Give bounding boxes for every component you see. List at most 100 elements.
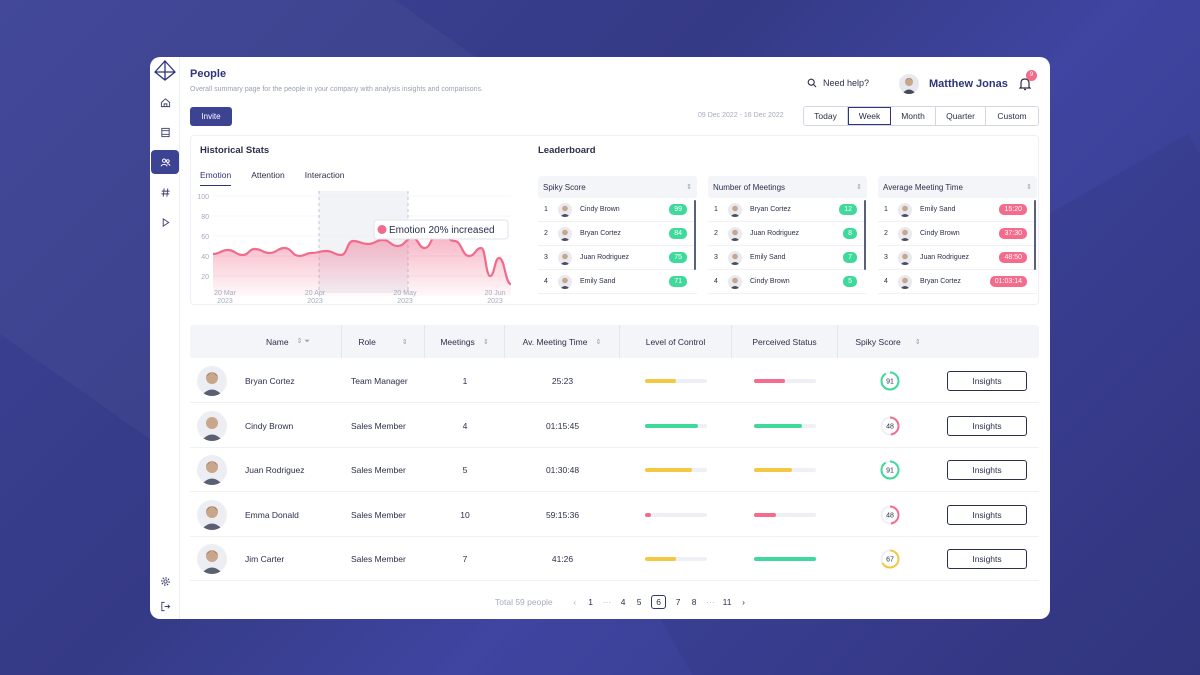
search-icon — [807, 78, 817, 88]
nav-logout[interactable] — [150, 594, 180, 618]
nav-settings[interactable] — [150, 569, 180, 593]
leaderboard-row[interactable]: 1 Emily Sand 15:20 — [878, 198, 1037, 222]
sort-icon: ⇕ ⏷ — [296, 338, 311, 345]
ellipsis[interactable]: ··· — [706, 597, 715, 607]
table-row[interactable]: Bryan Cortez Team Manager 1 25:23 91 Insights — [190, 359, 1039, 403]
home-icon — [160, 97, 170, 107]
page-4[interactable]: 4 — [620, 597, 626, 607]
period-quarter[interactable]: Quarter — [936, 107, 986, 125]
bar-fill — [645, 557, 676, 561]
nav-home[interactable] — [150, 90, 180, 114]
leaderboard-column: Number of Meetings ⇕ 1 Bryan Cortez 12 2 Juan … — [708, 176, 867, 298]
leaderboard-column-header[interactable]: Spiky Score ⇕ — [538, 176, 697, 198]
table-row[interactable]: Emma Donald Sales Member 10 59:15:36 48 Insig… — [190, 493, 1039, 537]
leaderboard-row[interactable]: 3 Emily Sand 7 — [708, 246, 867, 270]
leaderboard-rank: 1 — [544, 206, 548, 213]
header-spiky[interactable]: Spiky Score ⇕ — [838, 325, 938, 358]
perceived-status-bar — [754, 379, 816, 383]
bar-fill — [645, 423, 698, 428]
header-role[interactable]: Role ⇕ — [342, 325, 425, 358]
y-tick-label: 100 — [197, 194, 209, 201]
nav-play[interactable] — [150, 210, 180, 234]
header-name[interactable]: Name ⇕ ⏷ — [235, 325, 342, 358]
header-avg-time[interactable]: Av. Meeting Time ⇕ — [505, 325, 620, 358]
leaderboard-column-header[interactable]: Average Meeting Time ⇕ — [878, 176, 1037, 198]
tab-attention[interactable]: Attention — [251, 170, 285, 180]
nav-media[interactable] — [150, 120, 180, 144]
header-control[interactable]: Level of Control — [620, 325, 732, 358]
film-icon — [160, 127, 170, 137]
level-of-control-bar — [645, 512, 707, 517]
bar-fill — [754, 512, 777, 517]
leaderboard-row[interactable]: 4 Bryan Cortez 01:03:14 — [878, 270, 1037, 294]
next-page[interactable]: › — [742, 597, 745, 607]
stats-panel: Historical Stats Leaderboard Emotion Att… — [190, 135, 1039, 305]
scrollbar[interactable] — [864, 200, 866, 270]
leaderboard-row[interactable]: 2 Bryan Cortez 84 — [538, 222, 697, 246]
sort-icon: ⇕ — [914, 338, 921, 346]
insights-button[interactable]: Insights — [947, 549, 1027, 569]
nav-channels[interactable] — [150, 180, 180, 204]
leaderboard-row[interactable]: 4 Cindy Brown 5 — [708, 270, 867, 294]
chart-tooltip: Emotion 20% increased — [373, 219, 509, 240]
insights-button[interactable]: Insights — [947, 371, 1027, 391]
page-11[interactable]: 11 — [722, 597, 732, 607]
ellipsis[interactable]: ··· — [602, 597, 612, 607]
leaderboard-rank: 4 — [884, 278, 888, 285]
leaderboard-row[interactable]: 1 Cindy Brown 99 — [538, 198, 697, 222]
table-row[interactable]: Cindy Brown Sales Member 4 01:15:45 48 Insigh… — [190, 404, 1039, 448]
leaderboard-name: Bryan Cortez — [920, 278, 961, 285]
insights-button[interactable]: Insights — [947, 504, 1027, 525]
page-1[interactable]: 1 — [588, 597, 594, 607]
header-meetings[interactable]: Meetings ⇕ — [425, 325, 505, 358]
period-week[interactable]: Week — [848, 107, 891, 125]
page-7[interactable]: 7 — [675, 597, 681, 607]
leaderboard-row[interactable]: 2 Cindy Brown 37:30 — [878, 222, 1037, 246]
perceived-status-bar — [754, 512, 816, 517]
bell-icon[interactable] — [1019, 77, 1031, 91]
scrollbar[interactable] — [694, 200, 696, 270]
page-5[interactable]: 5 — [636, 597, 642, 607]
user-avatar[interactable] — [899, 74, 919, 94]
tab-emotion[interactable]: Emotion — [200, 170, 232, 186]
invite-button[interactable]: Invite — [190, 107, 232, 126]
meetings-count: 5 — [462, 465, 468, 475]
leaderboard-row[interactable]: 4 Emily Sand 71 — [538, 270, 697, 294]
leaderboard-column-header[interactable]: Number of Meetings ⇕ — [708, 176, 867, 198]
period-month[interactable]: Month — [891, 107, 936, 125]
avatar — [728, 250, 742, 265]
x-tick-year: 2023 — [397, 298, 413, 305]
insights-button[interactable]: Insights — [947, 460, 1027, 480]
avg-meeting-time: 25:23 — [551, 376, 574, 386]
leaderboard-row[interactable]: 1 Bryan Cortez 12 — [708, 198, 867, 222]
scrollbar[interactable] — [1034, 200, 1036, 270]
nav-people[interactable] — [151, 150, 179, 174]
page-6[interactable]: 6 — [651, 595, 667, 609]
user-name[interactable]: Matthew Jonas — [929, 78, 1008, 90]
tab-interaction[interactable]: Interaction — [304, 170, 345, 180]
period-today[interactable]: Today — [804, 107, 848, 125]
y-tick-label: 20 — [201, 274, 209, 281]
insights-button[interactable]: Insights — [947, 415, 1027, 436]
help-link[interactable]: Need help? — [807, 78, 869, 88]
sort-icon: ⇕ — [1026, 184, 1032, 191]
help-label: Need help? — [823, 78, 870, 88]
hash-icon — [160, 187, 170, 197]
avg-meeting-time: 41:26 — [551, 554, 574, 564]
leaderboard-row[interactable]: 3 Juan Rodriguez 48:50 — [878, 246, 1037, 270]
period-custom[interactable]: Custom — [986, 107, 1038, 125]
play-icon — [162, 217, 170, 227]
table-row[interactable]: Jim Carter Sales Member 7 41:26 67 Insights — [190, 537, 1039, 581]
avg-meeting-time: 59:15:36 — [545, 509, 580, 520]
emotion-area — [213, 230, 511, 296]
avatar — [898, 250, 912, 265]
header-status[interactable]: Perceived Status — [732, 325, 838, 358]
prev-page[interactable]: ‹ — [573, 597, 577, 607]
leaderboard-row[interactable]: 2 Juan Rodriguez 8 — [708, 222, 867, 246]
leaderboard-column-title: Spiky Score — [543, 182, 586, 192]
pagination: Total 59 people ‹ 1 ··· 4 5 6 7 8 ··· 11… — [495, 595, 752, 609]
table-row[interactable]: Juan Rodriguez Sales Member 5 01:30:48 91 Ins… — [190, 448, 1039, 492]
leaderboard-rank: 2 — [884, 230, 888, 237]
page-8[interactable]: 8 — [691, 597, 697, 607]
leaderboard-row[interactable]: 3 Juan Rodriguez 75 — [538, 246, 697, 270]
